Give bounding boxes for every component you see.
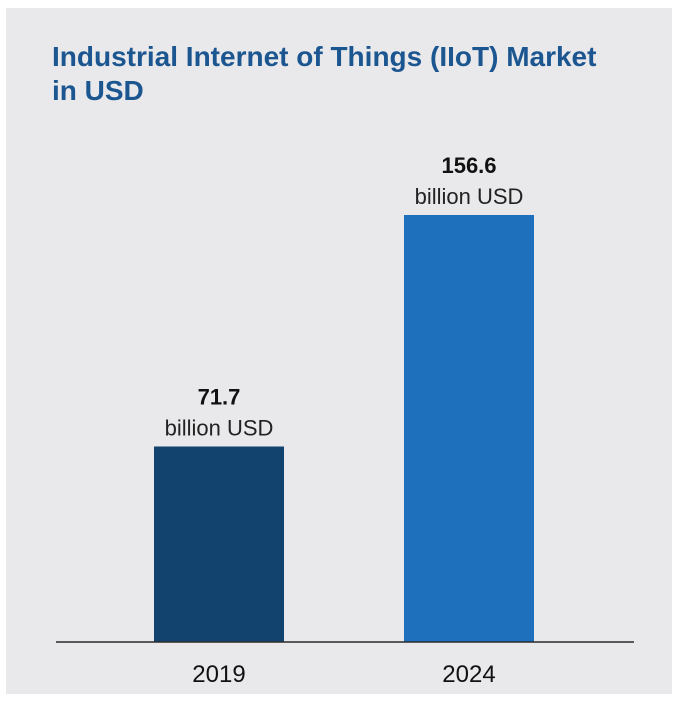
bars-layer: 71.7 billion USD 2019 156.6 billion USD 2024	[154, 153, 534, 688]
chart-title: Industrial Internet of Things (IIoT) Mar…	[52, 41, 597, 106]
x-tick-label-2024: 2024	[442, 661, 495, 688]
bar-2024	[404, 215, 534, 642]
unit-label-2019: billion USD	[165, 415, 274, 440]
unit-label-2024: billion USD	[415, 184, 524, 209]
x-tick-label-2019: 2019	[192, 661, 245, 688]
bar-chart: 71.7 billion USD 2019 156.6 billion USD 2024	[56, 153, 634, 688]
bar-2019	[154, 446, 284, 642]
value-label-2024: 156.6	[441, 153, 496, 178]
chart-panel: Industrial Internet of Things (IIoT) Mar…	[6, 8, 672, 694]
value-label-2019: 71.7	[198, 384, 241, 409]
